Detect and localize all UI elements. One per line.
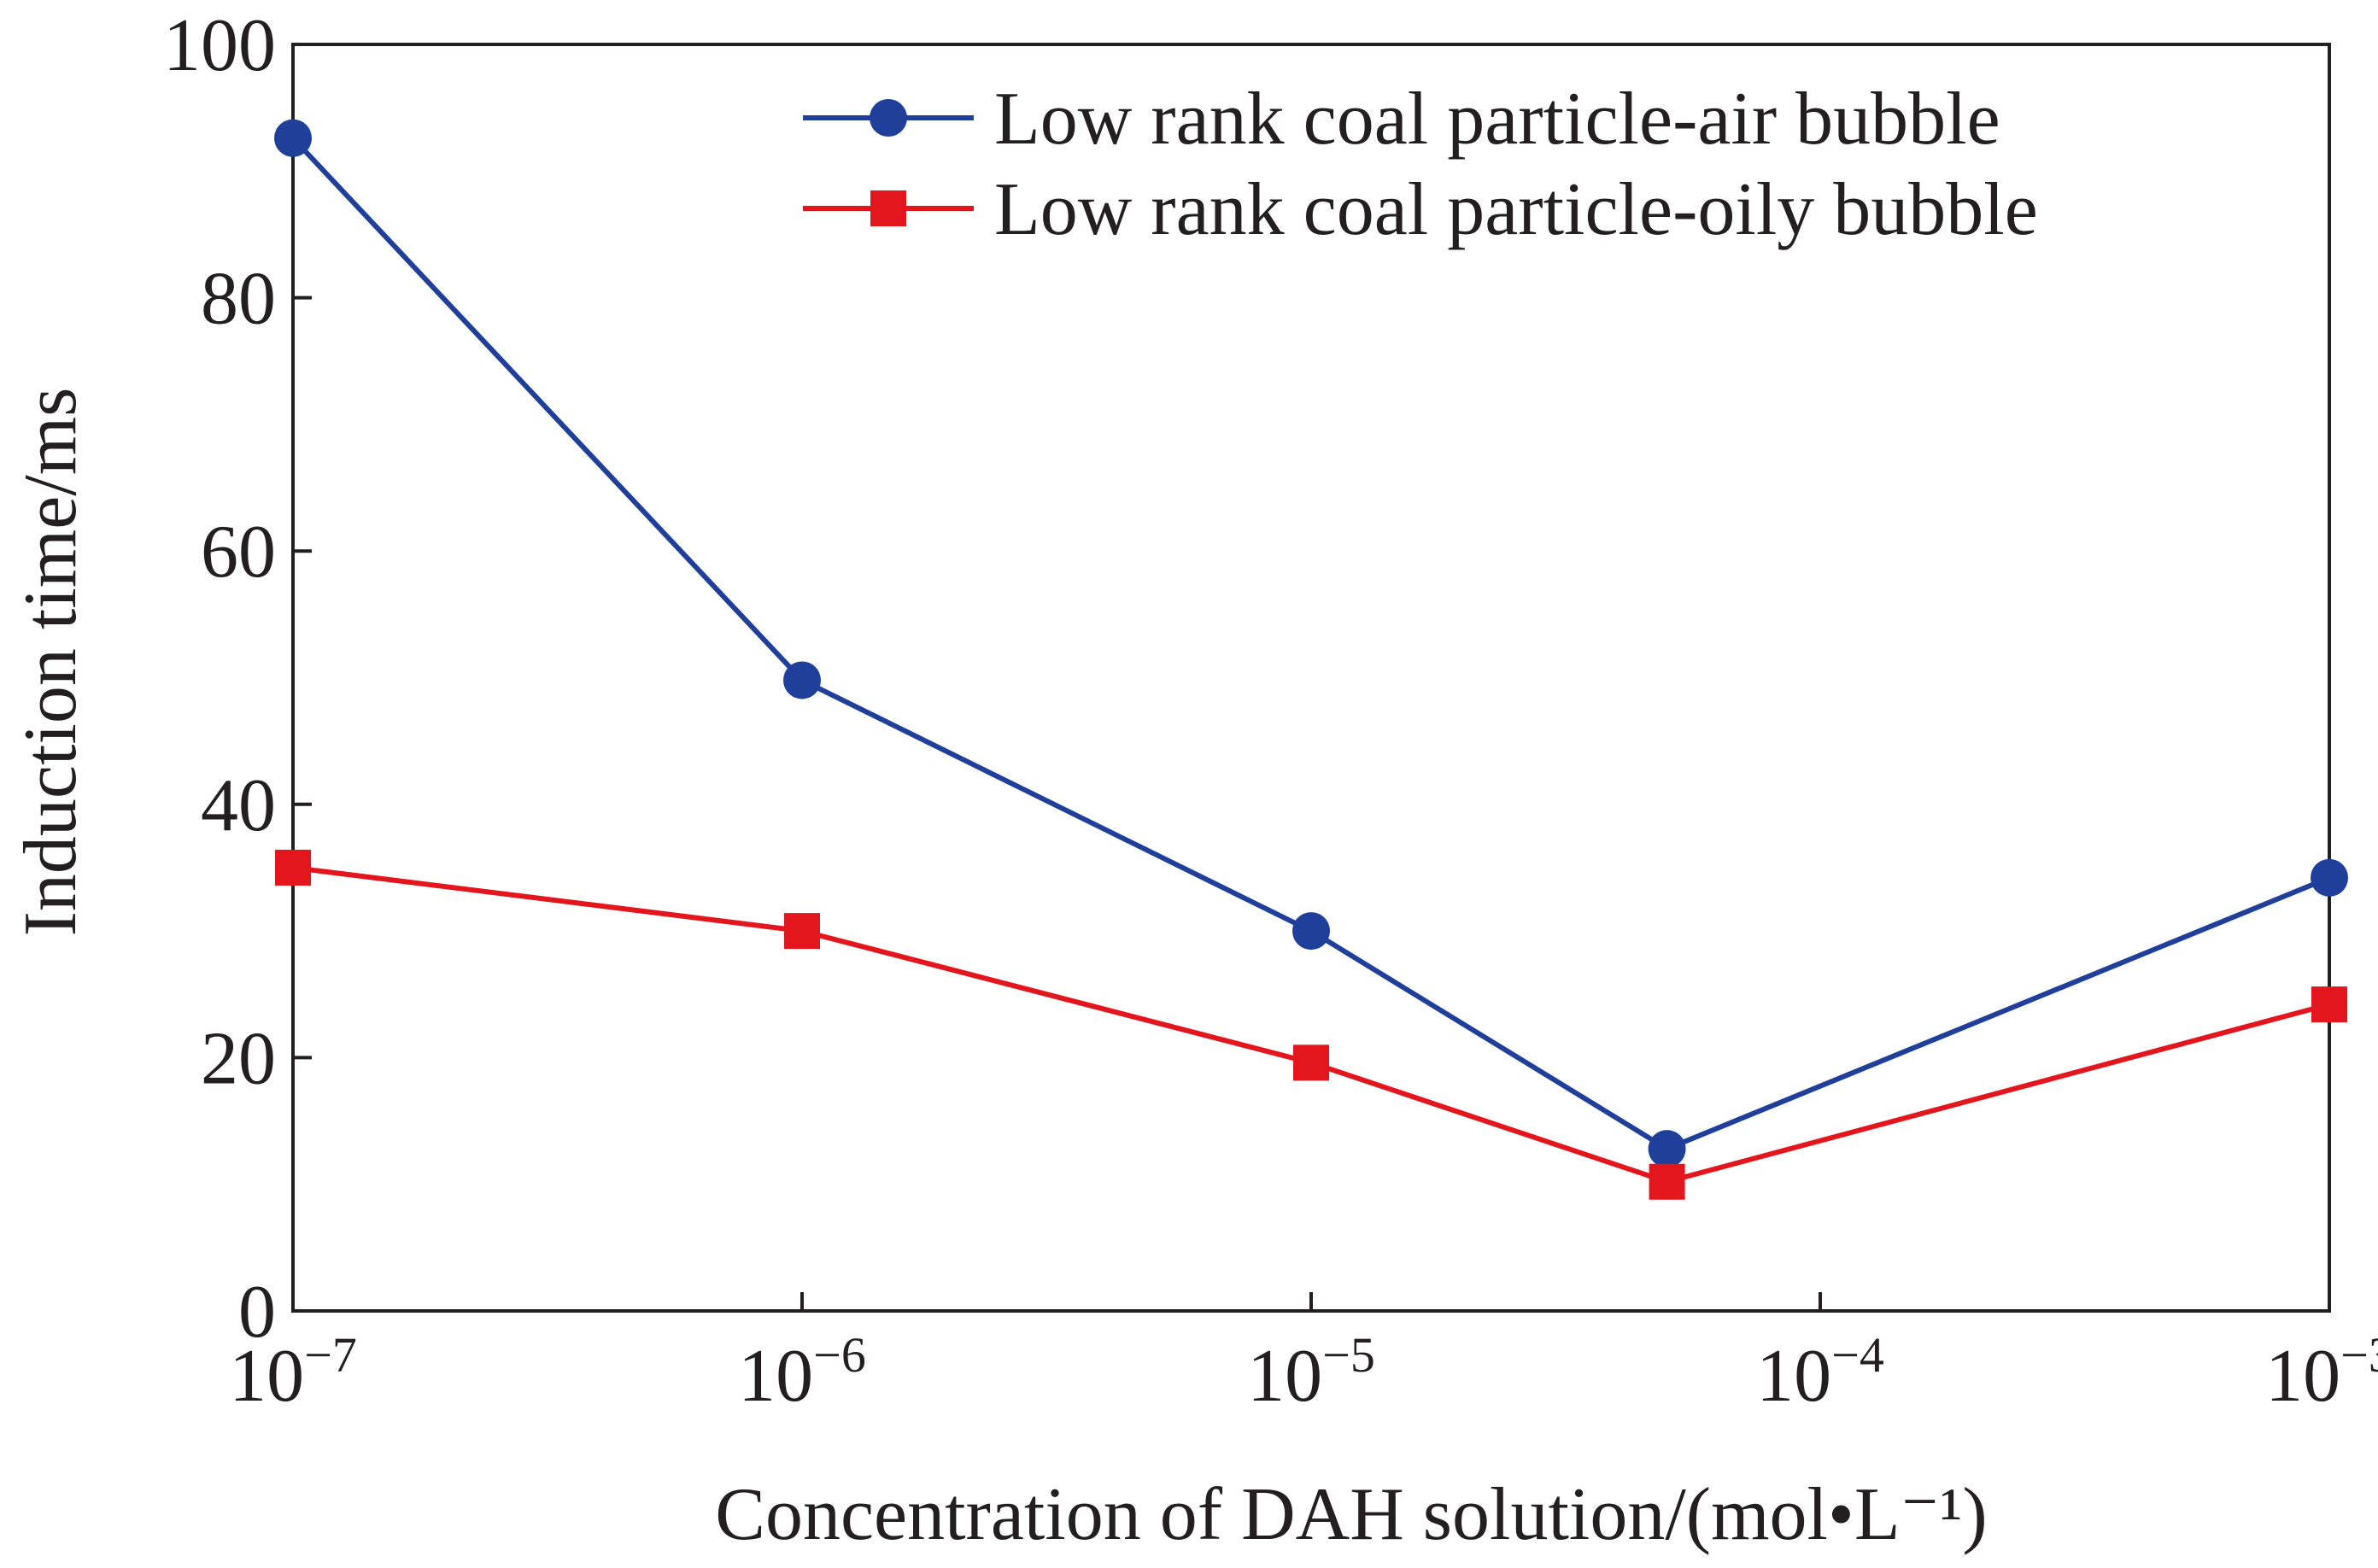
- data-point: [1292, 912, 1330, 951]
- y-tick-label: 20: [201, 1017, 276, 1100]
- axes-layer: 0 20 40 60 80 100 10−7 10−6 10−5 10−4 10−3: [163, 4, 2378, 1418]
- legend-label: Low rank coal particle-oily bubble: [994, 168, 2038, 251]
- data-point: [784, 913, 820, 950]
- x-tick-label: 10−3: [2265, 1327, 2378, 1418]
- y-tick-label: 80: [201, 258, 276, 341]
- y-tick-label: 0: [238, 1271, 276, 1354]
- legend-item-1: Low rank coal particle-air bubble: [803, 78, 2000, 161]
- series-1: [274, 119, 2348, 1168]
- x-tick-label: 10−7: [229, 1327, 357, 1418]
- legend-item-2: Low rank coal particle-oily bubble: [803, 168, 2038, 251]
- series-line: [290, 136, 2331, 1152]
- y-axis-title: Induction time/ms: [9, 388, 92, 937]
- y-tick-label: 40: [201, 764, 276, 847]
- x-tick-label: 10−5: [1247, 1327, 1375, 1418]
- data-point: [274, 119, 312, 157]
- x-tick-label: 10−4: [1756, 1327, 1884, 1418]
- data-point: [2311, 986, 2347, 1023]
- legend-marker: [870, 190, 906, 226]
- legend-marker: [870, 99, 907, 137]
- data-point: [783, 661, 821, 699]
- series-2: [275, 849, 2347, 1200]
- y-tick-label: 100: [163, 4, 276, 87]
- data-point: [2311, 858, 2348, 897]
- data-point: [1649, 1163, 1685, 1200]
- series-layer: [274, 119, 2348, 1200]
- x-tick-label: 10−6: [738, 1327, 866, 1418]
- y-tick-label: 60: [201, 511, 276, 594]
- data-point: [1293, 1044, 1329, 1081]
- data-point: [1648, 1130, 1686, 1168]
- legend-label: Low rank coal particle-air bubble: [994, 78, 2000, 161]
- x-axis-title: Concentration of DAH solution/(mol•L⁻¹): [715, 1473, 1987, 1556]
- data-point: [275, 849, 311, 886]
